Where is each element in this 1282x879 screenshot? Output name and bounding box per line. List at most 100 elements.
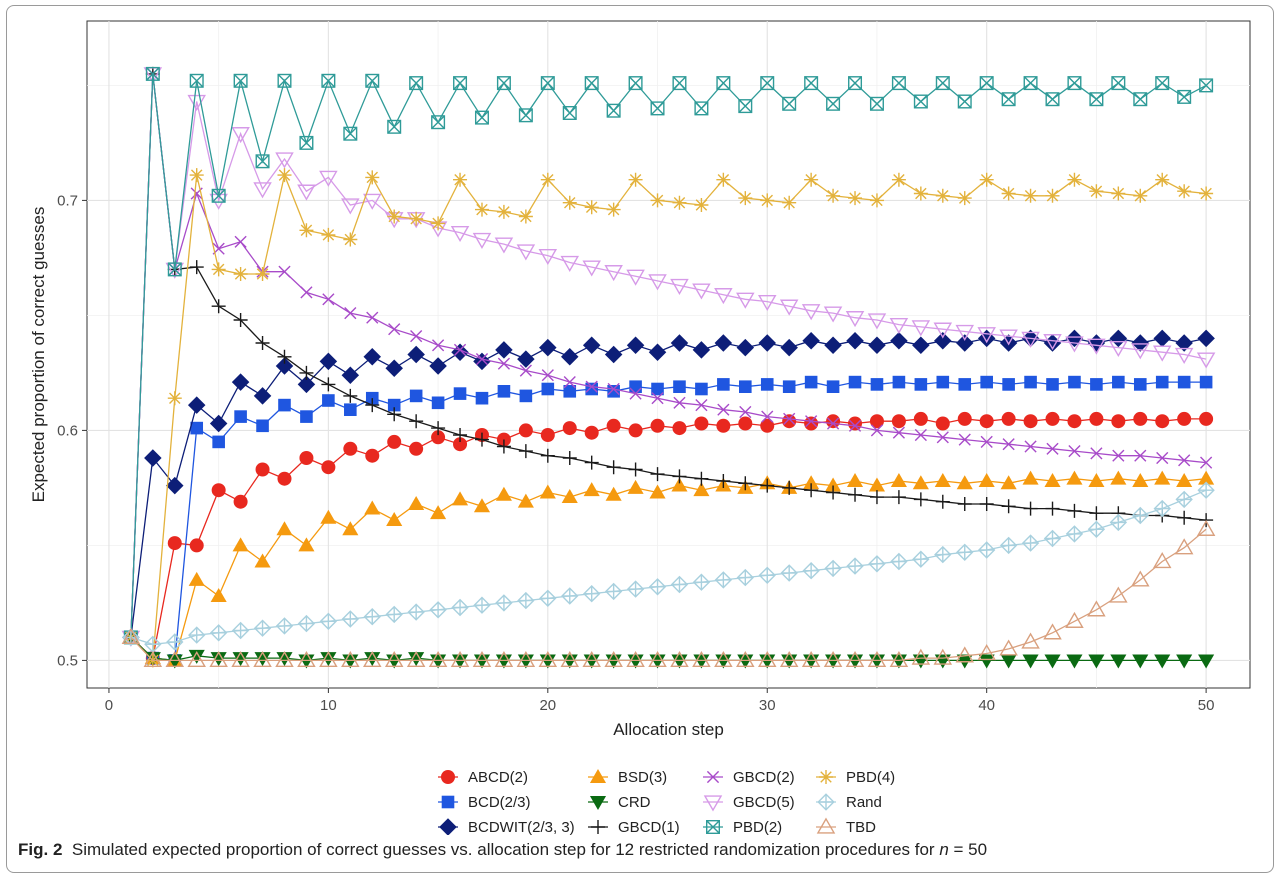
data-point — [804, 172, 819, 187]
data-point — [891, 414, 906, 429]
data-point — [560, 650, 580, 668]
data-point — [758, 566, 776, 584]
data-point — [957, 191, 972, 206]
data-point — [518, 108, 533, 123]
diamond-plus-cross — [649, 579, 666, 595]
data-point — [453, 76, 468, 91]
data-point — [472, 232, 492, 249]
triangle-up-marker — [517, 493, 534, 508]
square-x-marker — [189, 73, 204, 88]
data-point — [363, 193, 382, 210]
data-point — [275, 357, 294, 375]
triangle-up-marker — [1196, 519, 1216, 536]
data-point — [167, 391, 182, 406]
diamond-plus-cross — [518, 592, 534, 609]
triangle-down-marker — [538, 248, 558, 266]
triangle-down-marker — [692, 283, 711, 300]
triangle-up-marker — [342, 521, 359, 536]
data-point — [957, 497, 972, 511]
x-marker — [958, 433, 971, 446]
triangle-up-marker — [1088, 472, 1105, 487]
diamond-plus-cross — [847, 558, 863, 574]
data-point — [277, 168, 292, 183]
triangle-down-marker — [999, 329, 1018, 346]
data-point — [516, 244, 536, 261]
data-point — [958, 378, 972, 391]
data-point — [210, 587, 227, 602]
triangle-up-marker — [1131, 570, 1150, 587]
triangle-up-marker — [276, 521, 293, 536]
triangle-down-marker — [955, 324, 974, 341]
asterisk-marker — [255, 267, 270, 281]
data-point — [739, 380, 752, 393]
data-point — [672, 195, 687, 210]
x-marker — [322, 293, 335, 306]
diamond-marker — [385, 359, 403, 378]
diamond-marker — [868, 336, 886, 355]
triangle-up-marker — [364, 500, 381, 515]
x-marker — [1112, 449, 1125, 462]
data-point — [1000, 475, 1017, 490]
circle-marker — [782, 414, 797, 429]
data-point — [275, 650, 294, 668]
square-marker — [497, 385, 511, 398]
data-point — [934, 331, 952, 350]
data-point — [607, 385, 620, 398]
square-marker — [1024, 375, 1037, 389]
square-marker — [782, 380, 796, 393]
data-point — [297, 184, 316, 201]
plus-marker — [694, 471, 709, 486]
square-x-cross — [957, 94, 972, 109]
plus-marker — [1001, 499, 1016, 514]
diamond-plus-cross — [408, 604, 424, 620]
legend-label: GBCD(2) — [733, 769, 795, 786]
data-point — [760, 478, 775, 493]
data-point — [1066, 654, 1083, 669]
triangle-up-marker — [1198, 470, 1215, 485]
x-tick-label: 10 — [320, 697, 337, 714]
diamond-plus-cross — [452, 599, 468, 616]
data-point — [977, 327, 996, 344]
legend-item: Rand — [816, 793, 882, 811]
series-pbd-4- — [123, 168, 1214, 668]
square-x-cross — [935, 76, 950, 90]
triangle-down-marker — [1132, 654, 1149, 669]
data-point — [232, 652, 249, 667]
data-point — [1133, 378, 1147, 391]
data-point — [1111, 186, 1126, 201]
data-point — [189, 168, 204, 183]
data-point — [387, 398, 401, 412]
triangle-down-marker — [1196, 352, 1216, 369]
caption-variable: n — [939, 840, 949, 859]
data-point — [1155, 172, 1170, 187]
diamond-plus-cross — [957, 544, 973, 560]
data-point — [869, 193, 884, 208]
data-point — [474, 202, 489, 217]
diamond-marker — [407, 345, 425, 364]
data-point — [450, 225, 470, 243]
data-point — [431, 115, 446, 130]
triangle-down-marker — [516, 244, 536, 261]
square-x-marker — [387, 119, 402, 134]
diamond-plus-cross — [145, 636, 161, 652]
data-point — [387, 407, 402, 422]
circle-marker — [957, 411, 972, 426]
data-point — [211, 188, 226, 203]
x-marker — [980, 435, 993, 448]
data-point — [1001, 92, 1016, 107]
data-point — [606, 418, 621, 433]
x-marker — [629, 387, 642, 400]
data-point — [495, 341, 513, 359]
triangle-up-marker — [209, 650, 228, 668]
x-marker — [1090, 447, 1103, 460]
diamond-plus-cross — [1154, 500, 1170, 517]
data-point — [1023, 188, 1038, 203]
triangle-down-marker — [648, 274, 667, 291]
series-line — [130, 73, 1207, 638]
data-point — [453, 343, 467, 356]
data-point — [1046, 442, 1059, 455]
diamond-plus-cross — [276, 618, 293, 634]
diamond-marker — [582, 336, 601, 355]
data-point — [716, 474, 731, 488]
square-x-cross — [1155, 76, 1170, 90]
